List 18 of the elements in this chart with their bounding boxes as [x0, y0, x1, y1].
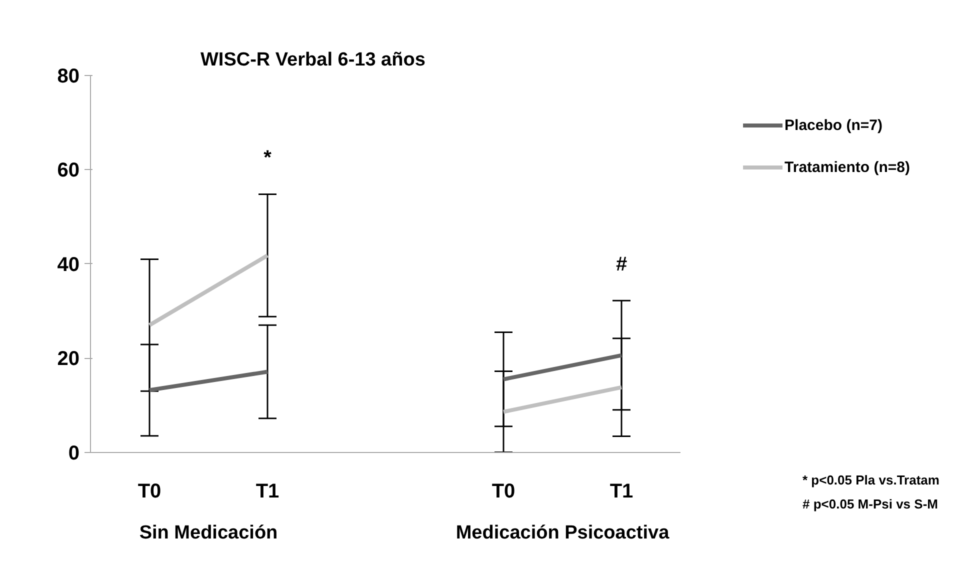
x-tick-label: T0: [492, 480, 516, 502]
y-tick-label: 0: [68, 442, 80, 464]
x-tick-label: T1: [256, 480, 280, 502]
text: * p<0.05 Pla vs.Tratam: [802, 472, 940, 488]
text: # p<0.05 M-Psi vs S-M: [802, 496, 938, 512]
y-tick-label: 60: [57, 160, 80, 182]
text: Medicación Psicoactiva: [456, 522, 670, 544]
annotation: *: [264, 147, 272, 170]
y-tick-label: 40: [57, 254, 80, 276]
x-tick-label: T0: [138, 480, 162, 502]
text: Sin Medicación: [139, 522, 278, 544]
x-tick-label: T1: [610, 480, 634, 502]
chart-title: WISC-R Verbal 6-13 años: [200, 50, 426, 70]
y-tick-label: 20: [57, 348, 80, 370]
annotation: #: [616, 254, 628, 276]
y-tick-label: 80: [57, 66, 80, 88]
legend-label: Placebo (n=7): [784, 116, 882, 134]
legend-label: Tratamiento (n=8): [784, 158, 910, 176]
